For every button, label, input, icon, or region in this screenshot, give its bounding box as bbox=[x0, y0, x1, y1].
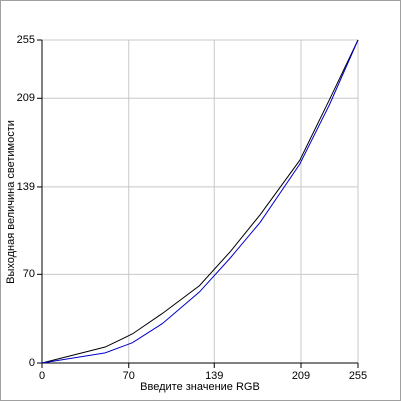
x-tick-label: 209 bbox=[292, 370, 310, 382]
y-tick-label: 70 bbox=[23, 268, 35, 280]
line-series bbox=[41, 39, 359, 364]
x-tick-label: 255 bbox=[349, 370, 367, 382]
x-tick-label: 0 bbox=[39, 370, 45, 382]
y-tick-label: 255 bbox=[17, 34, 35, 46]
line-series bbox=[41, 39, 359, 364]
x-tick-label: 70 bbox=[123, 370, 135, 382]
y-axis-label: Выходная величина светимости bbox=[5, 120, 17, 284]
y-tick-label: 0 bbox=[29, 357, 35, 369]
x-tick-label: 139 bbox=[205, 370, 223, 382]
x-axis-label: Введите значение RGB bbox=[140, 381, 260, 393]
y-tick-label: 209 bbox=[17, 92, 35, 104]
y-tick-label: 139 bbox=[17, 181, 35, 193]
